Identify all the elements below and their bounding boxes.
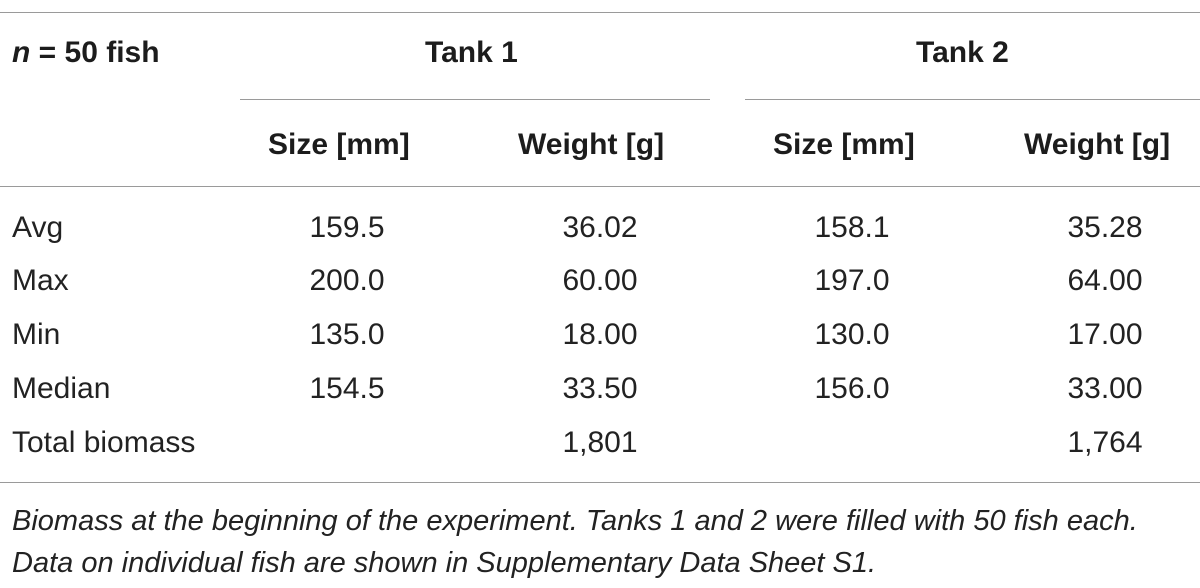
- row-label-max: Max: [12, 264, 69, 297]
- column-header-tank2-weight: Weight [g]: [1024, 128, 1171, 161]
- max-tank2-size: 197.0: [814, 264, 890, 297]
- row-label-median: Median: [12, 372, 111, 405]
- min-tank2-weight: 17.00: [1067, 318, 1143, 351]
- n-variable: n: [12, 36, 31, 69]
- table-top-rule: [0, 12, 1200, 13]
- row-label-avg: Avg: [12, 211, 64, 244]
- table-caption: Biomass at the beginning of the experime…: [12, 505, 1138, 579]
- tank1-header-rule: [240, 99, 710, 100]
- total-biomass-tank2: 1,764: [1067, 426, 1143, 459]
- avg-tank2-weight: 35.28: [1067, 211, 1143, 244]
- median-tank2-weight: 33.00: [1067, 372, 1143, 405]
- total-biomass-tank1: 1,801: [562, 426, 638, 459]
- avg-tank1-weight: 36.02: [562, 211, 638, 244]
- median-tank2-size: 156.0: [814, 372, 890, 405]
- max-tank2-weight: 64.00: [1067, 264, 1143, 297]
- column-header-tank2-size: Size [mm]: [773, 128, 915, 161]
- header-bottom-rule: [0, 186, 1200, 187]
- avg-tank1-size: 159.5: [309, 211, 385, 244]
- min-tank1-weight: 18.00: [562, 318, 638, 351]
- min-tank1-size: 135.0: [309, 318, 385, 351]
- n-value: = 50 fish: [30, 36, 160, 69]
- avg-tank2-size: 158.1: [814, 211, 890, 244]
- sample-size-header: n = 50 fish: [12, 38, 160, 68]
- table-bottom-rule: [0, 482, 1200, 483]
- row-label-min: Min: [12, 318, 61, 351]
- median-tank1-weight: 33.50: [562, 372, 638, 405]
- row-label-total-biomass: Total biomass: [12, 426, 196, 459]
- tank2-header: Tank 2: [916, 36, 1009, 69]
- column-header-tank1-size: Size [mm]: [268, 128, 410, 161]
- min-tank2-size: 130.0: [814, 318, 890, 351]
- tank2-header-rule: [745, 99, 1200, 100]
- column-header-tank1-weight: Weight [g]: [518, 128, 665, 161]
- median-tank1-size: 154.5: [309, 372, 385, 405]
- max-tank1-weight: 60.00: [562, 264, 638, 297]
- tank1-header: Tank 1: [425, 36, 518, 69]
- max-tank1-size: 200.0: [309, 264, 385, 297]
